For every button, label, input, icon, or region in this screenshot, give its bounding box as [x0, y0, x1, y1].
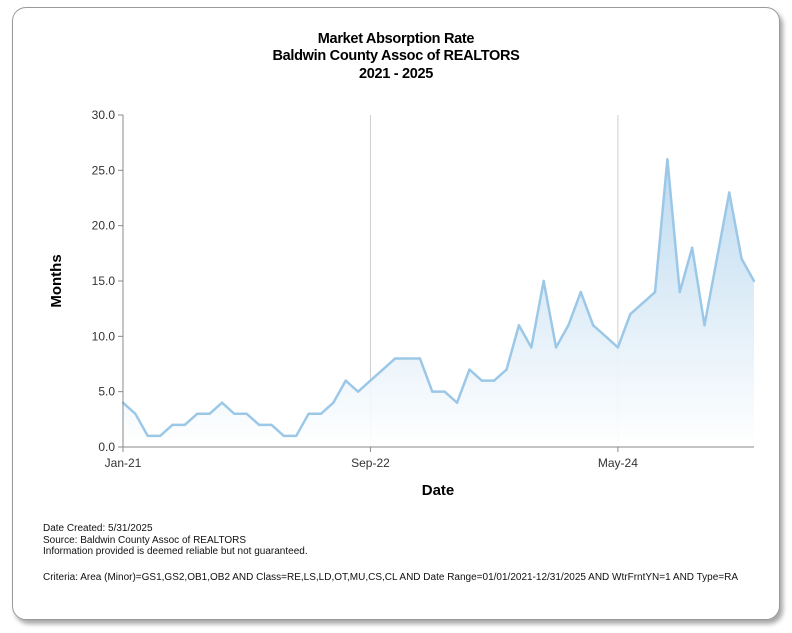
tick-labels: 0.0 5.0 10.0 15.0 20.0 25.0 30.0 Jan-21 Sep-22 Ma… [92, 108, 639, 470]
area-fill [123, 159, 754, 447]
y-tick-label: 20.0 [92, 219, 116, 233]
data-point [468, 368, 471, 371]
data-point [319, 412, 323, 415]
data-point [257, 423, 261, 427]
data-point [604, 335, 607, 338]
data-point [641, 301, 644, 305]
data-point [567, 324, 570, 327]
data-point [554, 346, 558, 349]
data-point [629, 313, 632, 316]
data-point [220, 401, 224, 404]
data-point [740, 257, 743, 261]
data-point [579, 290, 582, 294]
chart-title: Market Absorption Rate [317, 31, 475, 47]
data-point [418, 357, 422, 360]
chart-subtitle: Baldwin County Assoc of REALTORS [272, 48, 520, 64]
y-tick-label: 15.0 [92, 274, 116, 288]
date-created: Date Created: 5/31/2025 [43, 523, 153, 534]
data-point [381, 368, 385, 371]
y-axis-label: Months [48, 254, 65, 307]
data-point [480, 379, 484, 382]
data-point [542, 279, 545, 283]
footer-info: Date Created: 5/31/2025 Source: Baldwin … [43, 523, 308, 558]
data-point [431, 390, 434, 393]
data-point [393, 357, 397, 360]
chart-svg: 0.0 5.0 10.0 15.0 20.0 25.0 30.0 Jan-21 Sep-22 Ma… [48, 108, 756, 499]
data-point [332, 401, 335, 404]
data-point [270, 423, 273, 427]
data-point [233, 412, 236, 415]
data-point [678, 290, 681, 294]
y-tick-label: 30.0 [92, 108, 116, 122]
data-point [728, 191, 731, 194]
data-point [344, 379, 347, 382]
data-point [171, 423, 174, 427]
series-line [122, 158, 756, 438]
data-point [690, 246, 694, 249]
x-tick-label: May-24 [598, 456, 638, 470]
axes [118, 114, 754, 452]
data-point [591, 324, 595, 327]
data-point [356, 390, 360, 393]
data-point [196, 412, 199, 415]
data-point [146, 434, 149, 438]
disclaimer-text: Information provided is deemed reliable … [43, 546, 308, 557]
data-point [666, 158, 669, 161]
y-tick-label: 5.0 [98, 385, 115, 399]
data-point [530, 346, 533, 349]
data-point [282, 434, 286, 438]
data-point [752, 279, 756, 283]
x-tick-label: Jan-21 [105, 456, 142, 470]
data-point [183, 423, 187, 427]
x-tick-label: Sep-22 [351, 456, 390, 470]
x-axis-label: Date [422, 482, 455, 499]
data-point [295, 434, 298, 438]
data-point [134, 412, 137, 415]
data-point [369, 379, 372, 382]
data-point [715, 257, 719, 261]
source-text: Source: Baldwin County Assoc of REALTORS [43, 534, 247, 546]
y-tick-label: 25.0 [92, 163, 116, 177]
data-point [455, 401, 459, 404]
data-point [245, 412, 248, 415]
data-point [505, 368, 508, 371]
y-tick-label: 0.0 [98, 440, 115, 454]
data-point [653, 290, 657, 294]
data-point [703, 324, 706, 327]
data-point [492, 379, 496, 382]
data-point [208, 412, 211, 415]
data-point [158, 434, 162, 438]
chart-period: 2021 - 2025 [358, 66, 434, 82]
y-tick-label: 10.0 [92, 329, 116, 343]
data-point [616, 346, 620, 349]
data-point [406, 357, 409, 360]
area-layer [121, 158, 756, 447]
data-point [517, 324, 521, 327]
data-point [307, 412, 310, 415]
data-point [443, 390, 446, 393]
criteria-text: Criteria: Area (Minor)=GS1,GS2,OB1,OB2 A… [43, 572, 739, 583]
